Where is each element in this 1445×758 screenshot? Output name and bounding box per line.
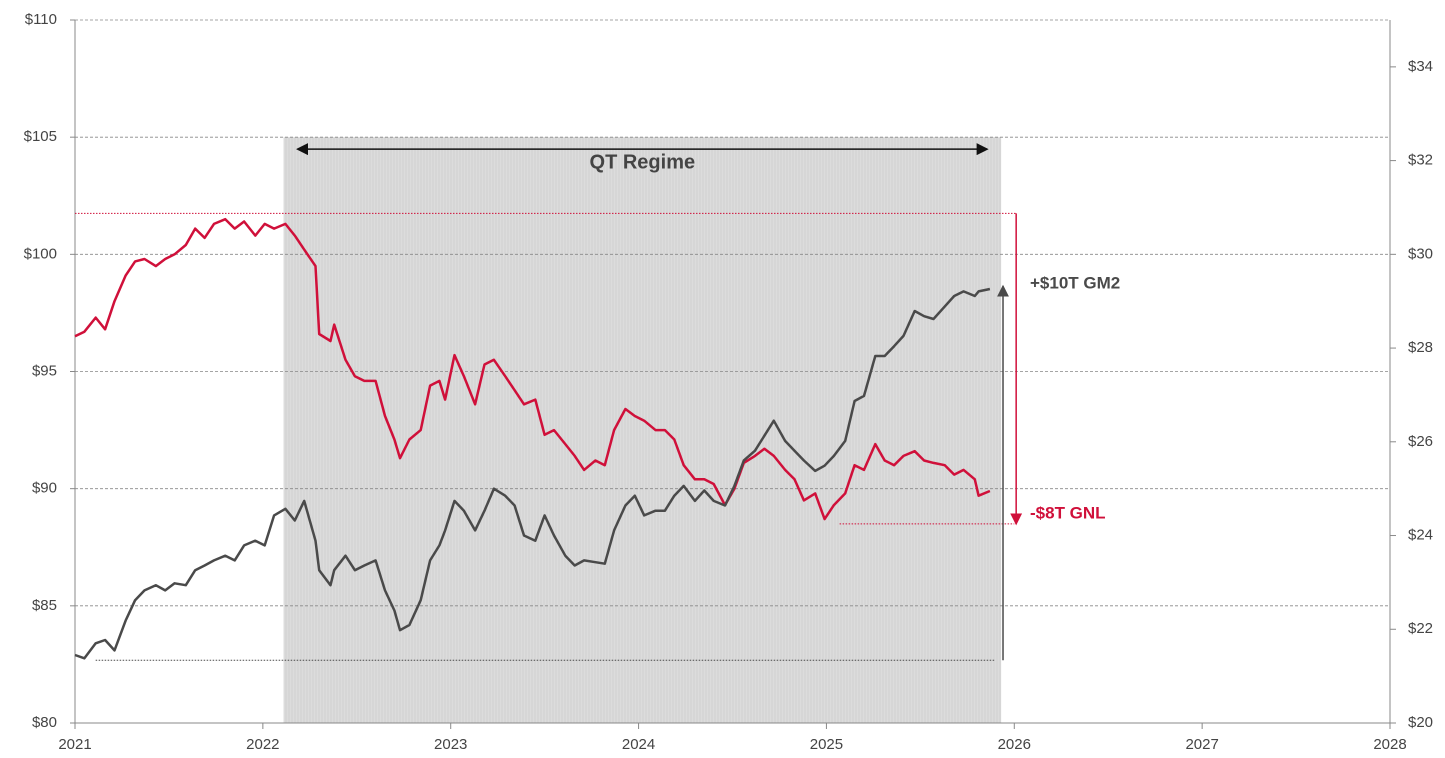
y-tick-label: $110 [25,11,57,28]
shade-label: QT Regime [590,151,696,173]
y2-tick-label: $34 [1408,58,1433,75]
x-tick-label: 2022 [246,736,279,753]
annotation-label: -$8T GNL [1030,503,1106,522]
y2-tick-label: $28 [1408,339,1433,356]
y-tick-label: $105 [24,128,57,145]
y2-tick-label: $24 [1408,527,1433,544]
y2-tick-label: $26 [1408,433,1433,450]
y2-tick-label: $30 [1408,245,1433,262]
x-tick-label: 2026 [998,736,1031,753]
annotation-label: +$10T GM2 [1030,274,1120,293]
x-tick-label: 2023 [434,736,467,753]
x-tick-label: 2025 [810,736,843,753]
x-tick-label: 2021 [58,736,91,753]
line [74,287,991,660]
y-tick-label: $95 [32,362,57,379]
y2-tick-label: $22 [1408,620,1433,637]
y-tick-label: $90 [32,480,57,497]
x-tick-label: 2027 [1185,736,1218,753]
shade-region [283,137,1002,723]
x-tick-label: 2024 [622,736,655,753]
line [74,217,991,521]
x-tick-label: 2028 [1373,736,1406,753]
y-tick-label: $80 [32,714,57,731]
y2-tick-label: $32 [1408,152,1433,169]
y2-tick-label: $20 [1408,714,1433,731]
y-tick-label: $85 [32,597,57,614]
y-tick-label: $100 [24,245,57,262]
